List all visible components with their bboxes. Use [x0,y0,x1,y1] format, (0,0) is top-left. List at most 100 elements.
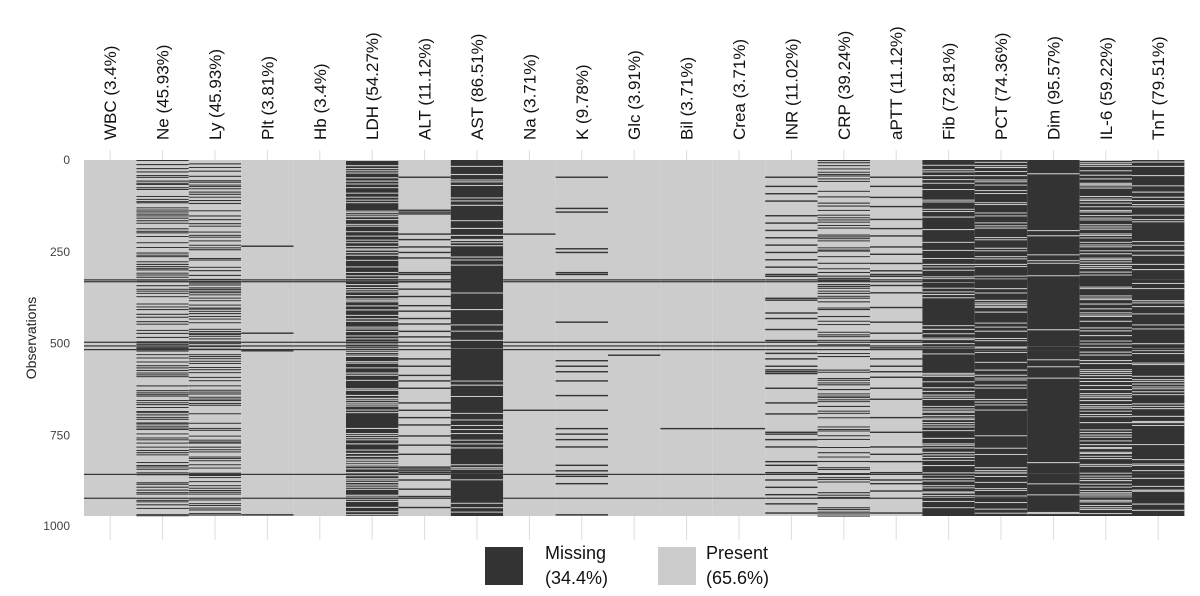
missing-row [188,335,242,337]
missing-row [346,341,399,343]
present-row [974,502,1028,504]
missing-row [817,513,870,515]
column-ast [450,160,504,516]
y-tick-label: 250 [50,245,70,259]
missing-row [817,295,870,297]
present-row [450,502,504,504]
present-row [1132,324,1185,326]
missing-row [817,277,870,279]
column-label: Glc (3.91%) [625,50,644,140]
present-row [922,419,975,421]
present-row [346,343,399,345]
present-row [922,480,975,482]
missing-row [765,372,818,375]
missing-row [188,398,242,400]
missing-row [817,494,870,496]
present-row [974,302,1028,304]
present-row [1132,221,1185,223]
column-background [84,160,137,516]
missing-row [765,464,818,467]
missing-row [136,433,189,435]
present-row [346,455,399,457]
missing-row [136,349,189,351]
missing-row [817,371,870,373]
missing-row [817,435,870,437]
present-row [1132,459,1185,461]
missing-row [136,296,189,298]
missing-row [188,257,242,259]
missing-row [817,162,870,164]
missing-row [136,306,189,308]
present-row [1079,413,1132,416]
legend-swatch [658,547,696,585]
missing-row [712,427,766,430]
present-row [922,269,975,271]
missing-row [188,391,242,393]
missing-row [398,323,451,325]
present-row [1132,477,1185,479]
missing-row [136,230,189,232]
present-row [974,305,1028,307]
present-row [1079,389,1132,391]
missing-row [188,180,242,182]
column-alt [398,160,451,516]
missing-row [817,180,870,182]
missing-row [84,345,137,347]
present-row [922,396,975,398]
missing-row [84,349,137,351]
present-row [922,201,975,203]
missing-row [555,279,608,281]
present-row [922,430,975,432]
column-label: Crea (3.71%) [730,39,749,140]
missing-row [555,341,608,343]
missing-row [712,349,766,351]
present-row [346,210,399,212]
missing-row [817,221,870,223]
missing-row [136,313,189,315]
legend-swatch [485,547,523,585]
missing-row [398,257,451,259]
missing-row [817,268,870,270]
present-row [1079,486,1132,488]
missing-row [555,271,608,274]
present-row [1079,233,1132,235]
missing-row [136,414,189,416]
missing-row [817,334,870,336]
present-row [450,443,504,445]
present-row [1079,241,1132,243]
missing-row [870,376,923,378]
missing-row [136,256,189,258]
present-row [1079,160,1132,161]
present-row [1079,404,1132,406]
present-row [1132,503,1185,505]
missing-row [974,345,1028,347]
column-background [503,160,556,516]
present-row [346,397,399,399]
missing-row [765,317,818,320]
present-row [450,242,504,244]
present-row [922,353,975,355]
missing-row [136,416,189,418]
missing-row [188,333,242,335]
present-row [1132,185,1185,187]
column-glc [608,160,661,516]
missing-row [555,497,608,499]
present-row [450,227,504,229]
missing-row [608,345,661,347]
y-tick-label: 500 [50,337,70,351]
present-row [922,249,975,251]
column-background [398,160,451,516]
present-row [346,434,399,436]
present-row [346,449,399,451]
missing-row [398,358,451,360]
missing-row [188,279,242,281]
missing-row [450,281,504,283]
missing-row [136,171,189,173]
column-labels: WBC (3.4%) Ne (45.93%) Ly (45.93%) Plt (3.8… [101,26,1168,140]
missing-row [765,328,818,331]
missing-row [870,460,923,463]
missing-row [450,341,504,343]
present-row [450,507,504,509]
missing-row [188,231,242,233]
present-row [346,394,399,396]
